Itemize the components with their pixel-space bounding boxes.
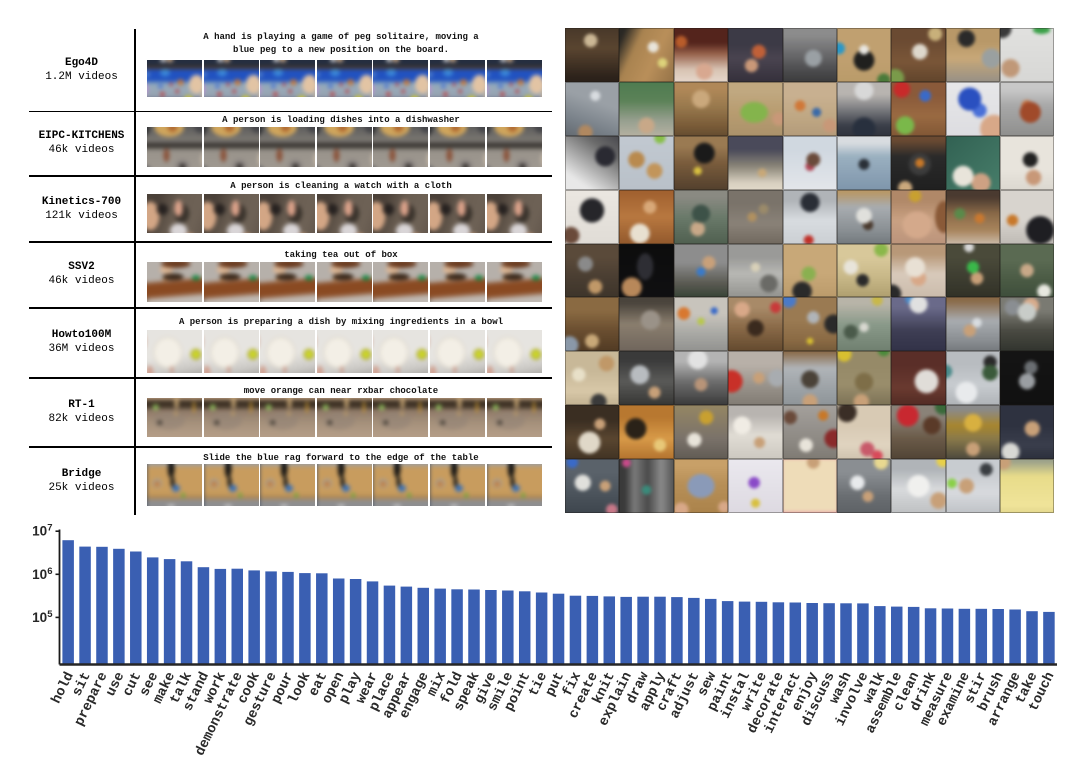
svg-text:106: 106 bbox=[32, 566, 52, 582]
svg-text:105: 105 bbox=[32, 609, 53, 625]
svg-text:107: 107 bbox=[32, 523, 52, 539]
